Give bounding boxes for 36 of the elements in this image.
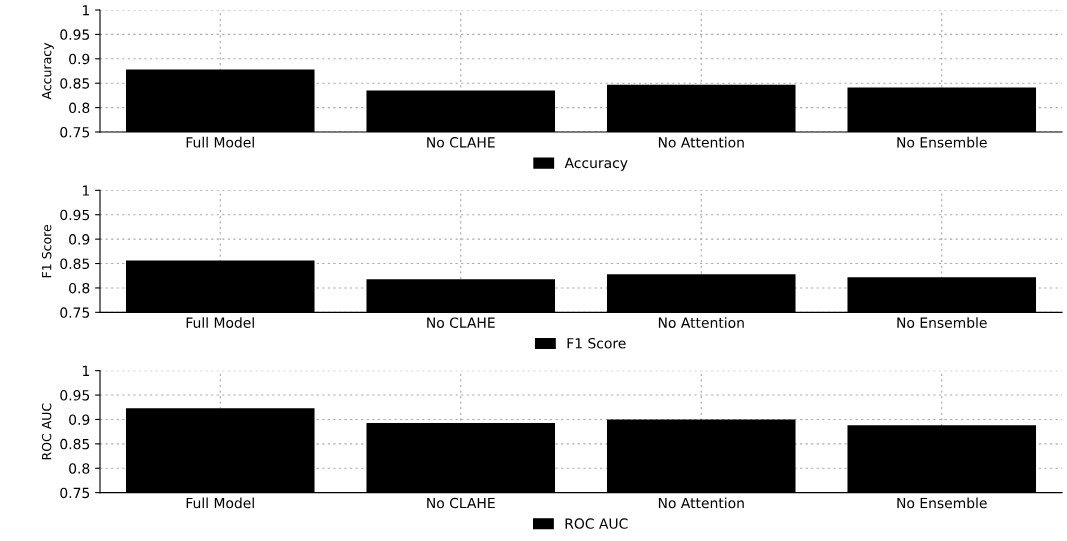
legend-label: Accuracy bbox=[564, 157, 628, 171]
y-tick-label: 0.9 bbox=[69, 414, 90, 425]
y-tick-label: 0.9 bbox=[69, 234, 90, 245]
y-tick-label: 0.75 bbox=[60, 307, 90, 318]
x-tick-label: No CLAHE bbox=[427, 137, 495, 148]
y-axis-title: F1 Score bbox=[41, 224, 52, 278]
y-tick-label: 0.75 bbox=[60, 126, 90, 138]
legend-label: ROC AUC bbox=[565, 518, 628, 529]
x-tick-label: No Ensemble bbox=[897, 136, 987, 148]
x-tick-label: Full Model bbox=[186, 136, 254, 148]
y-tick-label: 0.85 bbox=[60, 438, 90, 450]
y-tick-label: 0.8 bbox=[69, 102, 90, 114]
y-tick-label: 0.8 bbox=[69, 282, 90, 294]
y-tick-label: 0.95 bbox=[60, 209, 90, 221]
x-tick-label: No Ensemble bbox=[897, 497, 987, 509]
x-tick-label: No Attention bbox=[658, 136, 744, 148]
y-tick-label: 0.85 bbox=[60, 258, 90, 270]
y-tick-label: 0.95 bbox=[60, 29, 90, 40]
x-tick-label: No CLAHE bbox=[427, 497, 495, 509]
y-tick-label: 0.8 bbox=[69, 463, 90, 474]
x-tick-label: Full Model bbox=[186, 317, 254, 328]
x-tick-label: No Ensemble bbox=[897, 317, 987, 328]
y-tick-label: 0.85 bbox=[60, 78, 90, 89]
legend-label: F1 Score bbox=[567, 337, 626, 349]
y-tick-label: 1 bbox=[82, 365, 89, 376]
y-axis-title: Accuracy bbox=[42, 42, 54, 100]
x-tick-label: No Attention bbox=[658, 317, 744, 328]
y-tick-label: 1 bbox=[82, 185, 89, 196]
y-axis-title: ROC AUC bbox=[41, 403, 52, 460]
y-tick-label: 1 bbox=[82, 5, 89, 16]
y-tick-label: 0.9 bbox=[69, 53, 90, 65]
x-tick-label: No CLAHE bbox=[427, 317, 495, 328]
x-tick-label: No Attention bbox=[658, 497, 744, 509]
x-tick-label: Full Model bbox=[186, 497, 254, 509]
y-tick-label: 0.75 bbox=[60, 487, 90, 499]
y-tick-label: 0.95 bbox=[60, 390, 90, 401]
